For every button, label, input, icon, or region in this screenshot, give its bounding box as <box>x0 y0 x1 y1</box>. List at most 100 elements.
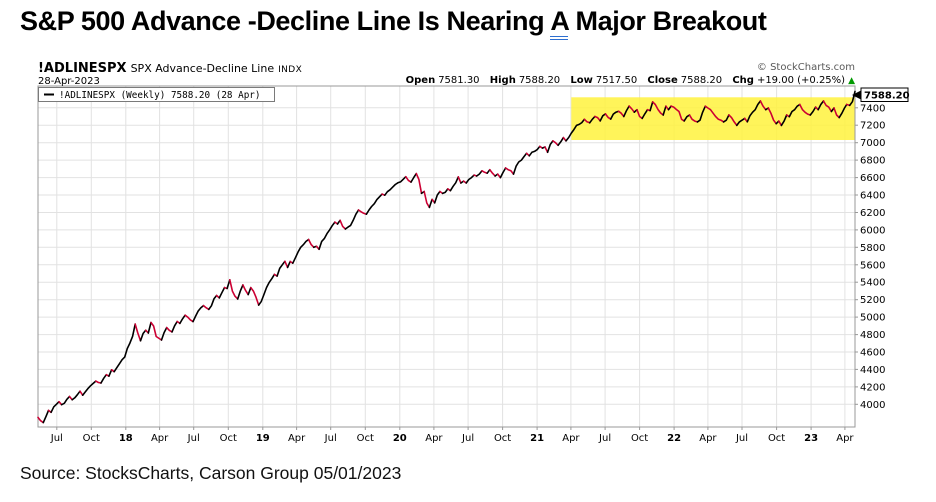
price-line-segment <box>746 100 762 123</box>
price-line-segment <box>250 286 260 306</box>
legend-label: !ADLINESPX (Weekly) 7588.20 (28 Apr) <box>59 90 261 101</box>
chart-date: 28-Apr-2023 <box>38 76 100 87</box>
legend-box <box>38 87 275 102</box>
x-axis-label: Apr <box>836 433 854 444</box>
y-axis-label: 4400 <box>860 365 885 376</box>
price-line-segment <box>415 172 423 195</box>
x-axis-label: Oct <box>220 433 237 444</box>
page-title-pre: S&P 500 Advance -Decline Line Is Nearing <box>20 6 551 36</box>
y-axis-label: 5000 <box>860 313 885 324</box>
price-line-segment <box>704 105 725 123</box>
x-axis-label: 22 <box>667 433 681 444</box>
page-title-underlined-word: A <box>550 6 569 40</box>
price-line-segment <box>465 174 475 184</box>
close-value: 7588.20 <box>680 75 723 86</box>
price-line-segment <box>628 105 636 113</box>
price-line-segment <box>60 395 71 406</box>
instrument-name: SPX Advance-Decline Line <box>130 62 275 75</box>
price-line-segment <box>71 390 81 401</box>
price-line-segment <box>662 105 667 116</box>
price-line-segment <box>696 105 707 123</box>
price-line-segment <box>81 380 97 396</box>
low-value: 7517.50 <box>595 75 638 86</box>
price-line-segment <box>284 260 289 269</box>
price-line-segment <box>257 273 276 306</box>
price-line-segment <box>229 279 239 300</box>
price-line-segment <box>499 167 507 179</box>
x-axis-label: Apr <box>699 433 717 444</box>
price-line-segment <box>512 152 528 175</box>
price-line-segment <box>410 172 418 183</box>
highlight-zone <box>571 97 855 140</box>
y-axis-label: 5200 <box>860 295 885 306</box>
price-line-segment <box>50 400 60 414</box>
price-line-segment <box>95 380 102 384</box>
y-axis-label: 7000 <box>860 138 885 149</box>
x-axis-label: Jul <box>324 433 337 444</box>
price-line-segment <box>384 175 407 196</box>
price-line-segment <box>767 107 777 125</box>
price-line-segment <box>636 108 643 120</box>
price-line-segment <box>504 167 515 175</box>
price-line-segment <box>147 321 152 334</box>
price-line-segment <box>276 260 286 277</box>
price-line-segment <box>286 260 291 269</box>
price-line-segment <box>565 118 586 142</box>
price-line-segment <box>623 105 630 118</box>
price-line-segment <box>817 100 825 111</box>
close-label: Close <box>647 75 678 86</box>
price-line-segment <box>604 113 612 120</box>
price-line-segment <box>833 107 840 119</box>
open-value: 7581.30 <box>438 75 480 86</box>
price-line-segment <box>809 106 817 116</box>
x-axis-label: 23 <box>804 433 818 444</box>
price-line-segment <box>192 304 205 323</box>
y-axis-label: 6400 <box>860 191 885 202</box>
price-line-segment <box>583 118 591 124</box>
price-label-box <box>860 87 909 102</box>
x-axis-label: 20 <box>393 433 407 444</box>
y-axis-label: 4600 <box>860 348 885 359</box>
price-line-segment <box>292 238 310 264</box>
price-line-segment <box>423 190 431 209</box>
x-axis-label: Apr <box>562 433 580 444</box>
x-axis-label: Oct <box>494 433 511 444</box>
price-line-segment <box>688 114 699 123</box>
y-axis-label: 4200 <box>860 382 885 393</box>
price-line-segment <box>557 136 565 147</box>
price-line-segment <box>588 115 596 124</box>
up-triangle-icon: ▲ <box>848 76 855 86</box>
price-line-segment <box>339 219 347 230</box>
page-title-post: Major Breakout <box>568 6 767 36</box>
price-line-segment <box>683 114 691 122</box>
price-line-segment <box>247 286 252 296</box>
price-line-segment <box>37 416 45 424</box>
price-line-segment <box>357 209 368 215</box>
x-axis-label: Oct <box>357 433 374 444</box>
price-line-segment <box>649 101 654 112</box>
price-line-segment <box>457 176 462 184</box>
x-axis-label: Oct <box>83 433 100 444</box>
price-line-segment <box>160 326 168 341</box>
price-line-segment <box>108 369 113 377</box>
change-value: +19.00 (+0.25%) <box>756 75 846 86</box>
y-axis-label: 6000 <box>860 225 885 236</box>
price-line-segment <box>594 115 601 122</box>
price-line-segment <box>722 114 730 123</box>
x-axis-label: Jul <box>187 433 200 444</box>
price-line-segment <box>759 100 767 111</box>
ohlc-row: Open 7581.30 High 7588.20 Low 7517.50 Close… <box>406 75 855 86</box>
x-axis-label: 19 <box>256 433 270 444</box>
price-line-segment <box>799 103 812 116</box>
x-axis-label: Apr <box>425 433 443 444</box>
price-line-segment <box>100 373 108 384</box>
price-line-segment <box>599 113 607 122</box>
price-line-segment <box>641 108 649 120</box>
x-axis-label: Jul <box>735 433 748 444</box>
price-line-segment <box>218 286 226 299</box>
x-axis-label: Apr <box>151 433 169 444</box>
price-line-segment <box>307 238 315 249</box>
price-line-segment <box>165 326 173 333</box>
price-line-segment <box>428 198 433 209</box>
price-line-segment <box>489 168 496 177</box>
